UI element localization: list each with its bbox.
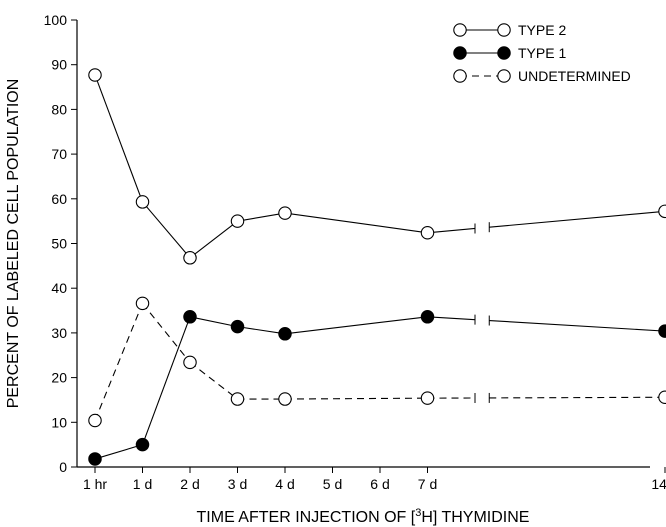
x-tick-label: 14 d <box>651 476 666 492</box>
legend-label: UNDETERMINED <box>518 68 631 84</box>
y-tick-label: 60 <box>51 191 67 207</box>
data-point <box>420 391 435 405</box>
y-tick-label: 100 <box>44 12 68 28</box>
data-point <box>420 226 435 240</box>
series-segment <box>427 227 476 234</box>
series-segment <box>237 212 286 222</box>
x-tick-label: 3 d <box>228 476 247 492</box>
x-axis-title-superscript: 3 <box>415 507 421 519</box>
y-tick-label: 10 <box>51 414 67 430</box>
y-tick-label: 90 <box>51 57 67 73</box>
legend-marker <box>453 23 467 37</box>
y-tick-label: 0 <box>59 459 67 475</box>
series-segment <box>189 316 238 328</box>
legend: TYPE 2 TYPE 1 UNDETERMINED <box>453 22 631 84</box>
data-point <box>135 296 150 311</box>
chart-axes <box>76 20 650 468</box>
series-segment <box>189 220 238 259</box>
series-undetermined <box>88 296 666 428</box>
data-point <box>278 392 292 406</box>
series-segment <box>284 212 428 234</box>
x-axis-title: TIME AFTER INJECTION OF [3H] THYMIDINE <box>197 507 530 526</box>
data-point <box>88 413 102 428</box>
x-tick-label: 5 d <box>323 476 342 492</box>
legend-label: TYPE 2 <box>518 22 566 38</box>
data-point <box>420 310 435 324</box>
series-segment <box>142 303 191 363</box>
legend-marker <box>497 46 511 60</box>
data-point <box>88 452 102 466</box>
data-point <box>183 251 197 265</box>
series-segment <box>237 326 286 335</box>
x-tick-label: 6 d <box>370 476 389 492</box>
legend-item: TYPE 1 <box>453 45 566 61</box>
series-segment <box>284 316 428 335</box>
x-axis-title-part: TIME AFTER INJECTION OF [ <box>197 509 416 526</box>
series-segment <box>94 303 144 421</box>
y-tick-label: 40 <box>51 280 67 296</box>
data-point <box>183 355 197 370</box>
legend-label: TYPE 1 <box>518 45 566 61</box>
legend-marker <box>453 69 467 83</box>
data-point <box>278 206 292 220</box>
data-point <box>658 324 666 338</box>
x-tick-label: 1 d <box>133 476 152 492</box>
x-tick-label: 7 d <box>418 476 437 492</box>
y-tick-label: 80 <box>51 101 67 117</box>
data-point <box>135 437 150 452</box>
y-axis-title: PERCENT OF LABELED CELL POPULATION <box>5 79 22 409</box>
data-point <box>183 310 197 324</box>
y-tick-label: 70 <box>51 146 67 162</box>
legend-marker <box>497 23 511 37</box>
series-segment <box>284 397 428 400</box>
data-point <box>135 195 150 209</box>
y-tick-label: 30 <box>51 325 67 341</box>
chart-ticks: 0 10 20 30 40 50 60 70 80 90 100 1 hr 1 d 2 d 3 d 4 d 5 … <box>44 12 666 492</box>
x-tick-label: 1 hr <box>83 476 107 492</box>
data-point <box>658 204 666 219</box>
series-segment <box>94 444 143 460</box>
y-tick-label: 50 <box>51 236 67 252</box>
series-segment <box>94 74 144 203</box>
legend-item: TYPE 2 <box>453 22 566 38</box>
data-point <box>230 319 245 334</box>
data-point <box>88 68 102 82</box>
x-axis-title-part: H] THYMIDINE <box>421 509 529 526</box>
x-tick-label: 2 d <box>180 476 199 492</box>
legend-marker <box>497 69 511 83</box>
series-segment <box>489 396 666 399</box>
legend-marker <box>453 46 467 60</box>
series-segment <box>142 201 191 259</box>
chart-series <box>88 68 666 466</box>
data-point <box>230 214 245 228</box>
data-point <box>278 327 292 341</box>
legend-item: UNDETERMINED <box>453 68 631 84</box>
series-segment <box>189 361 238 400</box>
series-segment <box>489 319 666 332</box>
series-type-1 <box>88 310 666 466</box>
x-tick-label: 4 d <box>275 476 294 492</box>
series-type-2 <box>88 68 666 265</box>
data-point <box>658 390 666 405</box>
series-segment <box>427 316 476 321</box>
y-tick-label: 20 <box>51 370 67 386</box>
series-segment <box>489 210 666 228</box>
axis-titles: PERCENT OF LABELED CELL POPULATION TIME A… <box>5 79 529 526</box>
series-segment <box>141 316 191 445</box>
data-point <box>230 392 245 406</box>
